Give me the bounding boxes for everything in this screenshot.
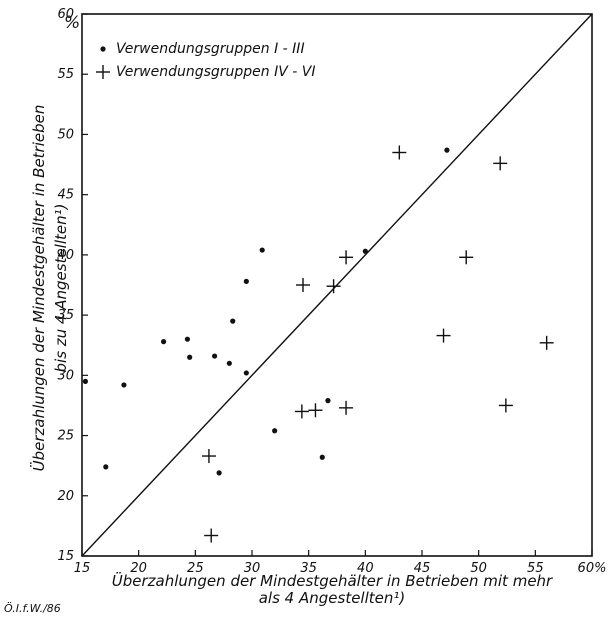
y-tick-label: 50 [57,127,74,142]
y-tick-label: 40 [57,248,74,263]
y-tick-label: 45 [57,188,74,203]
data-point-plus [326,279,341,294]
x-tick-label: 55 [527,561,544,576]
x-tick-label: 25 [187,561,204,576]
data-point-plus [339,250,354,265]
y-tick-label: 55 [57,67,74,82]
data-point-dot [362,248,368,254]
data-point-dot [161,339,167,345]
data-point-plus [459,250,474,265]
x-axis-ticks: 15 20 25 30 35 40 45 50 55 60% [74,550,607,576]
data-point-dot [184,336,190,342]
x-tick-label: 50 [470,561,487,576]
data-point-dot [259,247,265,253]
data-point-dot [272,428,278,434]
data-point-plus [339,400,354,415]
y-unit-label: % [64,13,80,33]
data-point-plus [204,528,219,543]
source-note: Ö.I.f.W./86 [4,602,61,615]
y-tick-label: 25 [57,429,74,444]
data-point-plus [436,328,451,343]
data-point-plus [308,403,323,418]
data-point-dot [319,454,325,460]
data-point-plus [392,145,407,160]
data-point-plus [539,335,554,350]
data-point-dot [82,378,88,384]
plot-frame [81,13,593,557]
x-tick-label: 20 [130,561,147,576]
x-tick-label: 40 [357,561,374,576]
data-point-dot [121,382,127,388]
data-point-plus [493,156,508,171]
y-tick-label: 15 [57,549,74,564]
data-point-dot [226,360,232,366]
data-point-dot [103,464,109,470]
y-tick-label: 60 [57,7,74,22]
data-point-dot [325,398,331,404]
x-axis-title-line-2: als 4 Angestellten¹) [259,589,406,607]
x-axis-title-line-1: Überzahlungen der Mindestgehälter in Bet… [112,571,553,590]
x-tick-label: 45 [414,561,431,576]
series-verwendungsgruppen-i-iii [82,147,450,476]
legend-label-series-2: Verwendungsgruppen IV - VI [116,64,315,80]
x-tick-label: 60% [578,561,607,576]
legend-dot-marker [100,46,106,52]
y-axis-title-line-1: Überzahlungen der Mindestgehälter in Bet… [29,105,48,472]
data-point-dot [444,147,450,153]
data-point-plus [498,398,513,413]
data-point-dot [187,354,193,360]
y-axis-ticks: 15 20 25 30 35 40 45 50 55 60 [57,7,88,564]
data-point-plus [201,449,216,464]
data-point-dot [230,318,236,324]
legend-label-series-1: Verwendungsgruppen I - III [116,41,305,57]
reference-diagonal-line [81,13,593,557]
data-point-dot [212,353,218,359]
x-tick-label: 30 [244,561,261,576]
data-point-plus [296,278,310,292]
y-axis-title: Überzahlungen der Mindestgehälter in Bet… [29,105,70,472]
data-point-dot [243,370,249,376]
legend: Verwendungsgruppen I - III Verwendungsgr… [96,41,315,80]
data-point-dot [216,470,222,476]
y-tick-label: 20 [57,489,74,504]
data-point-plus [294,404,309,419]
y-tick-label: 35 [57,308,74,323]
data-point-dot [243,278,249,284]
x-tick-label: 35 [300,561,317,576]
y-axis-title-line-2: bis zu 4 Angestellten¹) [52,204,70,373]
series-verwendungsgruppen-iv-vi [201,145,554,543]
y-tick-label: 30 [57,368,74,383]
x-tick-label: 15 [74,561,91,576]
